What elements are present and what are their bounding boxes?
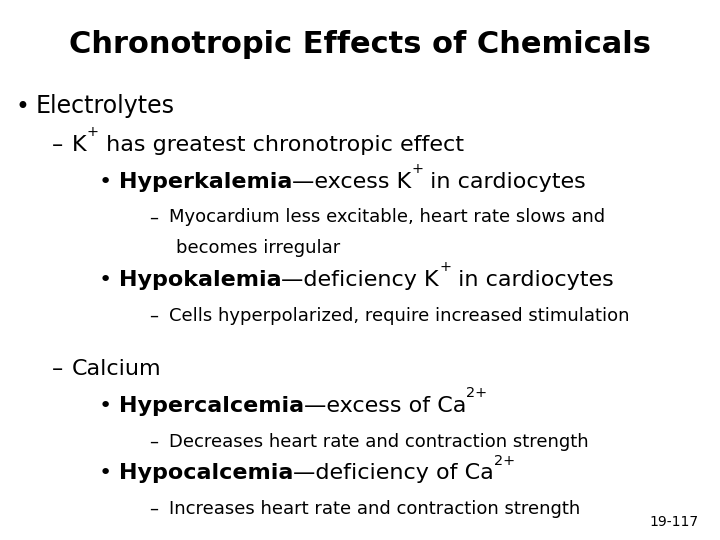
Text: —excess of Ca: —excess of Ca [304, 396, 467, 416]
Text: +: + [86, 125, 99, 139]
Text: Chronotropic Effects of Chemicals: Chronotropic Effects of Chemicals [69, 30, 651, 59]
Text: Increases heart rate and contraction strength: Increases heart rate and contraction str… [169, 500, 580, 518]
Text: Hypercalcemia: Hypercalcemia [119, 396, 304, 416]
Text: Hypokalemia: Hypokalemia [119, 270, 282, 290]
Text: has greatest chronotropic effect: has greatest chronotropic effect [99, 135, 464, 155]
Text: –: – [52, 135, 63, 155]
Text: +: + [439, 260, 451, 274]
Text: –: – [149, 307, 158, 325]
Text: 2+: 2+ [467, 386, 487, 400]
Text: 19-117: 19-117 [649, 515, 698, 529]
Text: in cardiocytes: in cardiocytes [423, 172, 586, 192]
Text: Electrolytes: Electrolytes [36, 94, 175, 118]
Text: –: – [149, 500, 158, 518]
Text: —deficiency K: —deficiency K [282, 270, 439, 290]
Text: •: • [16, 94, 30, 118]
Text: •: • [99, 270, 112, 290]
Text: Myocardium less excitable, heart rate slows and: Myocardium less excitable, heart rate sl… [169, 208, 606, 226]
Text: •: • [99, 463, 112, 483]
Text: Calcium: Calcium [72, 359, 161, 379]
Text: K: K [72, 135, 86, 155]
Text: •: • [99, 172, 112, 192]
Text: —deficiency of Ca: —deficiency of Ca [293, 463, 494, 483]
Text: —excess K: —excess K [292, 172, 411, 192]
Text: Hyperkalemia: Hyperkalemia [119, 172, 292, 192]
Text: becomes irregular: becomes irregular [176, 239, 341, 257]
Text: –: – [52, 359, 63, 379]
Text: –: – [149, 208, 158, 226]
Text: +: + [411, 162, 423, 176]
Text: Decreases heart rate and contraction strength: Decreases heart rate and contraction str… [169, 433, 589, 450]
Text: –: – [149, 433, 158, 450]
Text: in cardiocytes: in cardiocytes [451, 270, 614, 290]
Text: 2+: 2+ [494, 454, 515, 468]
Text: Cells hyperpolarized, require increased stimulation: Cells hyperpolarized, require increased … [169, 307, 630, 325]
Text: •: • [99, 396, 112, 416]
Text: Hypocalcemia: Hypocalcemia [119, 463, 293, 483]
